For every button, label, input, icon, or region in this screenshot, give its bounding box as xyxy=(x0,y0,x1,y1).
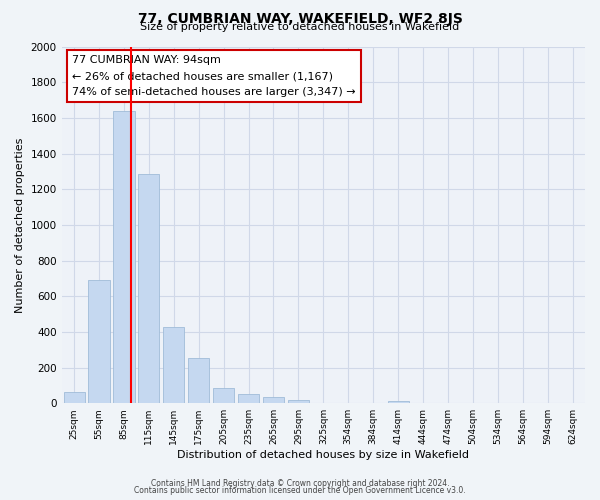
Bar xyxy=(288,400,309,403)
Bar xyxy=(138,174,160,403)
Bar xyxy=(113,110,134,403)
Text: 77 CUMBRIAN WAY: 94sqm
← 26% of detached houses are smaller (1,167)
74% of semi-: 77 CUMBRIAN WAY: 94sqm ← 26% of detached… xyxy=(72,56,356,96)
Bar xyxy=(263,397,284,403)
Bar xyxy=(163,326,184,403)
Bar xyxy=(64,392,85,403)
Bar xyxy=(388,400,409,403)
Bar xyxy=(238,394,259,403)
Bar xyxy=(88,280,110,403)
Y-axis label: Number of detached properties: Number of detached properties xyxy=(15,137,25,312)
Text: Contains public sector information licensed under the Open Government Licence v3: Contains public sector information licen… xyxy=(134,486,466,495)
Text: 77, CUMBRIAN WAY, WAKEFIELD, WF2 8JS: 77, CUMBRIAN WAY, WAKEFIELD, WF2 8JS xyxy=(137,12,463,26)
Bar xyxy=(188,358,209,403)
Text: Size of property relative to detached houses in Wakefield: Size of property relative to detached ho… xyxy=(140,22,460,32)
X-axis label: Distribution of detached houses by size in Wakefield: Distribution of detached houses by size … xyxy=(178,450,469,460)
Text: Contains HM Land Registry data © Crown copyright and database right 2024.: Contains HM Land Registry data © Crown c… xyxy=(151,478,449,488)
Bar xyxy=(213,388,234,403)
